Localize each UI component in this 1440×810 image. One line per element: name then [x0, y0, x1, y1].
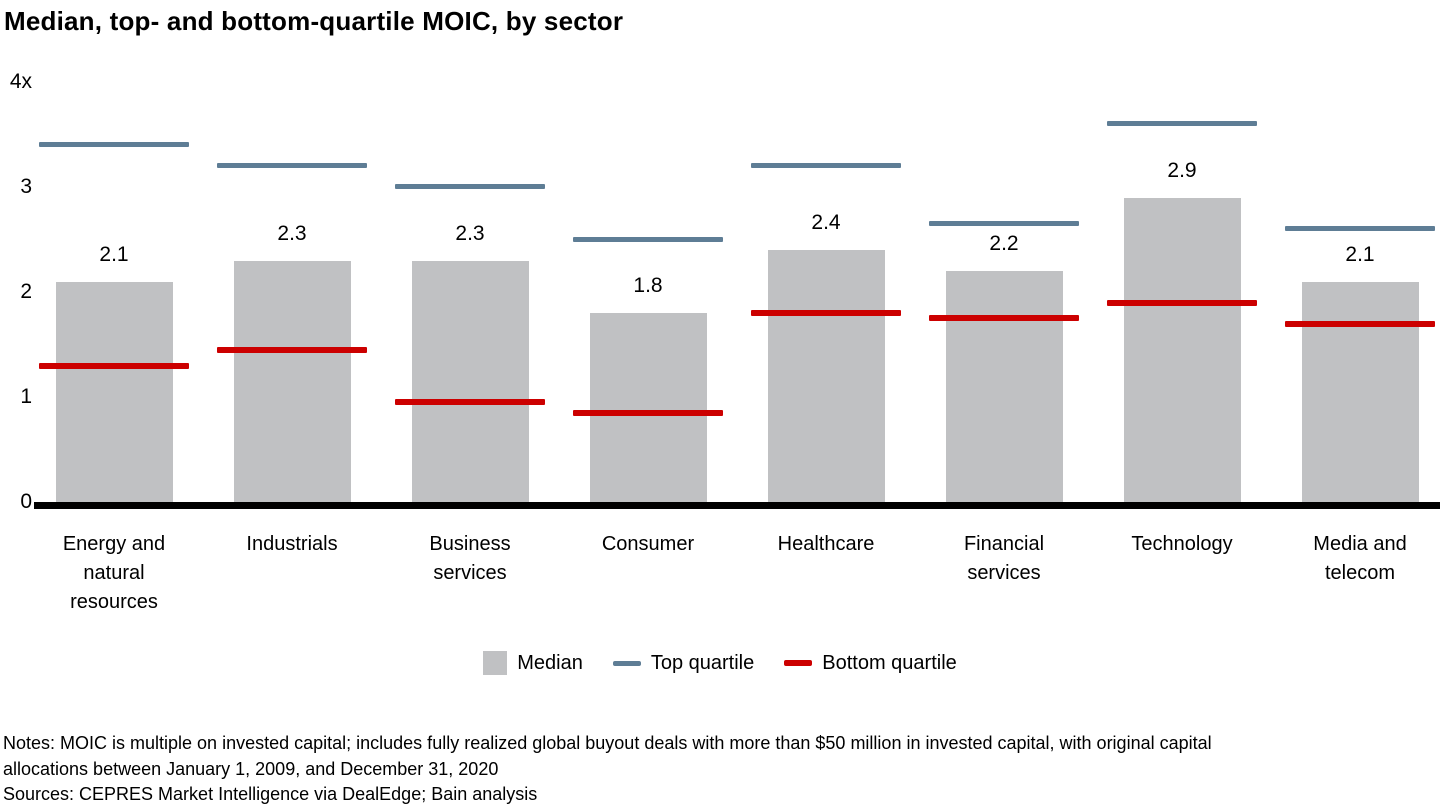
median-bar	[233, 260, 351, 502]
legend-line-swatch	[784, 660, 813, 666]
legend-label: Bottom quartile	[822, 652, 957, 674]
x-axis-line	[34, 502, 1440, 509]
category-label: Industrials	[246, 533, 338, 555]
bottom-quartile-marker	[751, 310, 901, 316]
notes-line-1: Notes: MOIC is multiple on invested capi…	[3, 733, 1212, 753]
plot-area: 0 1 2 3 4x 2.1 Energy and natural resources 2.3…	[9, 70, 1440, 613]
median-bar	[1301, 281, 1419, 502]
bottom-quartile-marker	[1285, 320, 1435, 327]
median-bar	[589, 313, 707, 502]
legend-label: Top quartile	[650, 652, 755, 674]
category-label: Technology	[1131, 533, 1233, 555]
top-quartile-marker	[1285, 226, 1435, 231]
bar-value-label: 2.1	[1345, 242, 1375, 266]
bar-value-label: 2.2	[989, 232, 1019, 255]
bar-value-label: 2.4	[811, 211, 841, 234]
category-label: Media and telecom	[1313, 533, 1407, 584]
category-label: Healthcare	[777, 533, 875, 555]
median-bar	[411, 260, 529, 502]
median-bar	[55, 281, 173, 502]
y-tick-label: 2	[20, 280, 32, 303]
legend-label: Median	[517, 652, 583, 674]
legend-line-swatch	[612, 660, 641, 666]
bar-value-label: 2.1	[99, 242, 129, 266]
legend-median-swatch	[483, 651, 508, 675]
y-tick-label: 3	[20, 175, 32, 198]
bar-value-label: 2.9	[1167, 158, 1197, 182]
median-bar	[767, 250, 885, 502]
top-quartile-marker	[217, 163, 367, 168]
category-label: Consumer	[601, 533, 695, 555]
top-quartile-marker	[573, 236, 723, 242]
bar-value-label: 2.3	[277, 221, 307, 245]
y-tick-label: 4x	[9, 70, 32, 93]
sources-line: Sources: CEPRES Market Intelligence via …	[3, 784, 538, 804]
bottom-quartile-marker	[929, 315, 1079, 322]
footnotes: Notes: MOIC is multiple on invested capi…	[3, 731, 1212, 808]
legend-item: Bottom quartile	[784, 649, 957, 677]
bottom-quartile-marker	[39, 362, 189, 369]
top-quartile-marker	[395, 184, 545, 189]
median-bar	[945, 271, 1063, 502]
notes-line-2: allocations between January 1, 2009, and…	[3, 758, 499, 779]
legend-item: Top quartile	[612, 649, 755, 677]
category-label: Financial services	[963, 533, 1045, 584]
y-tick-label: 0	[20, 490, 32, 513]
y-tick-label: 1	[20, 385, 32, 408]
top-quartile-marker	[751, 163, 901, 168]
category-label: Business services	[429, 533, 511, 584]
bar-value-label: 1.8	[633, 274, 663, 297]
bottom-quartile-marker	[217, 346, 367, 353]
chart-title: Median, top- and bottom-quartile MOIC, b…	[4, 6, 624, 36]
bottom-quartile-marker	[395, 399, 545, 406]
median-bar	[1123, 197, 1241, 502]
legend-item: Median	[483, 649, 583, 677]
bar-value-label: 2.3	[455, 221, 485, 245]
bottom-quartile-marker	[573, 409, 723, 416]
top-quartile-marker	[39, 142, 189, 147]
category-label: Energy and natural resources	[62, 533, 166, 613]
legend: Median Top quartile Bottom quartile	[0, 648, 1440, 678]
bottom-quartile-marker	[1107, 299, 1257, 306]
top-quartile-marker	[1107, 121, 1257, 126]
top-quartile-marker	[929, 220, 1079, 226]
